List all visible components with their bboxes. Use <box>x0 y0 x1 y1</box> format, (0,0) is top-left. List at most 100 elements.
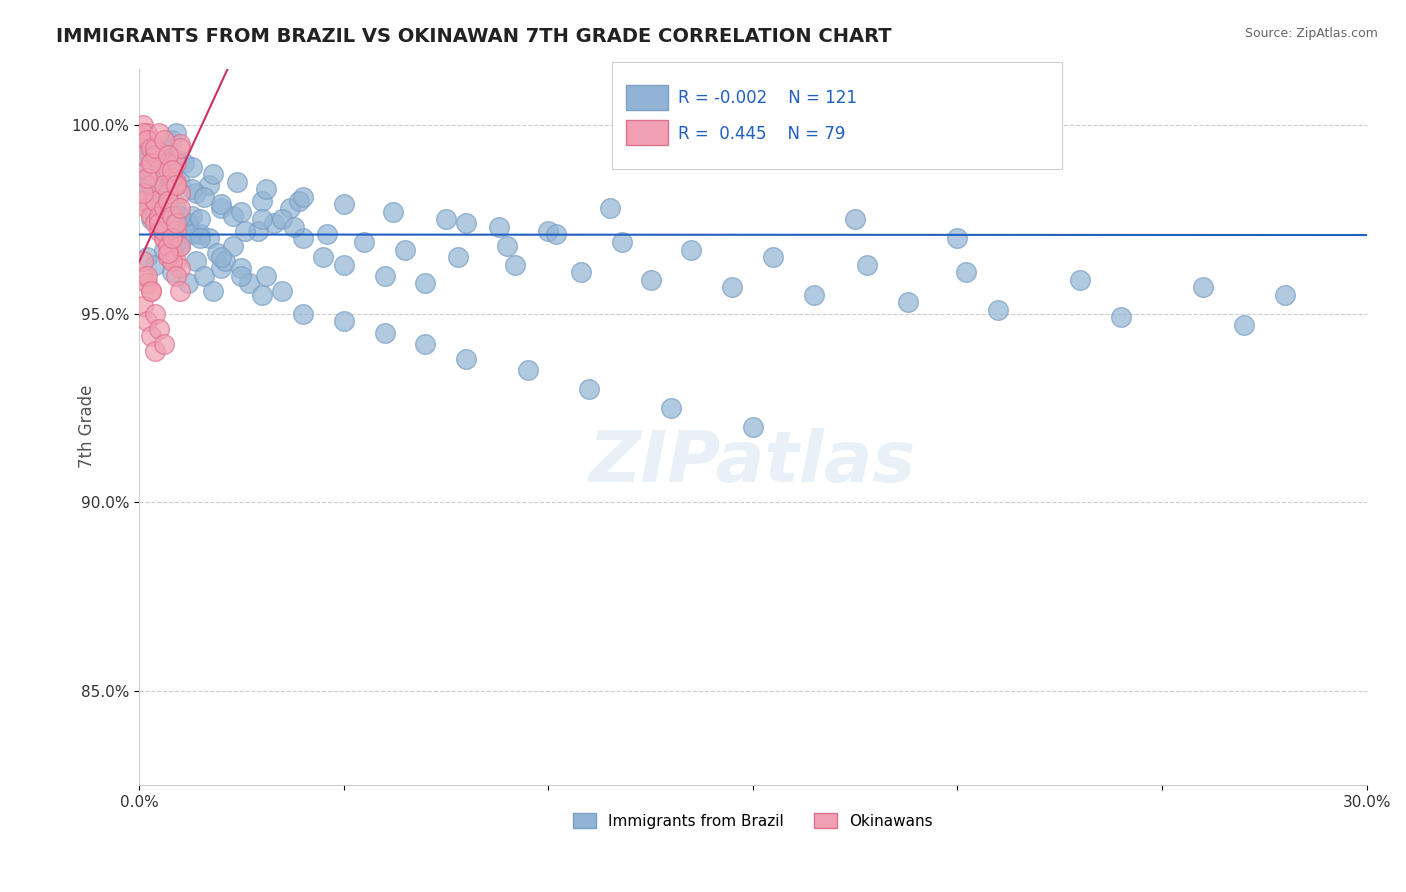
Point <box>156 250 179 264</box>
Point <box>136 314 159 328</box>
Point <box>148 170 170 185</box>
Point <box>209 197 232 211</box>
Point <box>181 227 204 242</box>
Point <box>209 261 232 276</box>
Point <box>160 231 183 245</box>
Point <box>148 156 170 170</box>
Point <box>169 141 191 155</box>
Point <box>250 287 273 301</box>
Point <box>152 224 174 238</box>
Point <box>152 231 174 245</box>
Point <box>169 136 191 151</box>
Point <box>156 186 179 200</box>
Point <box>156 246 179 260</box>
Point <box>148 216 170 230</box>
Point <box>152 145 174 159</box>
Point <box>169 239 191 253</box>
Point <box>143 141 166 155</box>
Point <box>148 224 170 238</box>
Point <box>415 336 437 351</box>
Point <box>610 235 633 249</box>
Point <box>201 284 224 298</box>
Point <box>447 250 470 264</box>
Point <box>165 268 187 283</box>
Point <box>263 216 285 230</box>
Point <box>353 235 375 249</box>
Point <box>394 243 416 257</box>
Point <box>312 250 335 264</box>
Point <box>136 163 159 178</box>
Point <box>141 141 163 155</box>
Point <box>160 170 183 185</box>
Point <box>143 194 166 208</box>
Point <box>188 212 211 227</box>
Point <box>1109 310 1132 325</box>
Point <box>181 209 204 223</box>
Point <box>132 129 155 144</box>
Point <box>165 231 187 245</box>
Point <box>165 253 187 268</box>
Point <box>143 258 166 272</box>
Point <box>156 194 179 208</box>
Point <box>148 322 170 336</box>
Point <box>132 136 155 151</box>
Point <box>132 126 155 140</box>
Point <box>456 216 478 230</box>
Point <box>165 175 187 189</box>
Point <box>246 224 269 238</box>
Point <box>373 268 395 283</box>
Point <box>165 216 187 230</box>
Y-axis label: 7th Grade: 7th Grade <box>77 385 96 468</box>
Point <box>169 186 191 200</box>
Point <box>231 204 253 219</box>
Text: R =  0.445    N = 79: R = 0.445 N = 79 <box>678 125 845 143</box>
Point <box>143 307 166 321</box>
Point <box>188 227 211 242</box>
Point <box>148 209 170 223</box>
Point <box>181 182 204 196</box>
Point <box>160 253 183 268</box>
Point <box>141 182 163 196</box>
Point <box>291 190 314 204</box>
Point <box>599 201 621 215</box>
Point <box>169 239 191 253</box>
Point <box>152 243 174 257</box>
Point <box>156 239 179 253</box>
Point <box>141 170 163 185</box>
Point <box>143 148 166 162</box>
Point <box>271 284 294 298</box>
Point <box>143 201 166 215</box>
Point <box>160 246 183 260</box>
Point <box>226 175 249 189</box>
Point <box>238 277 260 291</box>
Point <box>488 219 510 234</box>
Point <box>156 186 179 200</box>
Point <box>231 268 253 283</box>
Point <box>287 194 309 208</box>
Point <box>141 212 163 227</box>
Point <box>141 136 163 151</box>
Point <box>659 401 682 415</box>
Point <box>955 265 977 279</box>
Point <box>152 231 174 245</box>
Point <box>148 148 170 162</box>
Point <box>214 253 236 268</box>
Point <box>332 258 354 272</box>
Point <box>143 141 166 155</box>
Point <box>291 307 314 321</box>
Point <box>537 224 560 238</box>
Point <box>152 224 174 238</box>
Point <box>156 163 179 178</box>
Point <box>136 163 159 178</box>
Point <box>156 204 179 219</box>
Point <box>222 239 245 253</box>
Point <box>209 201 232 215</box>
Point <box>136 178 159 193</box>
Point <box>143 194 166 208</box>
Point <box>160 265 183 279</box>
Point <box>136 145 159 159</box>
Point <box>235 224 257 238</box>
Point <box>1069 273 1091 287</box>
Point <box>186 253 208 268</box>
Point <box>250 212 273 227</box>
